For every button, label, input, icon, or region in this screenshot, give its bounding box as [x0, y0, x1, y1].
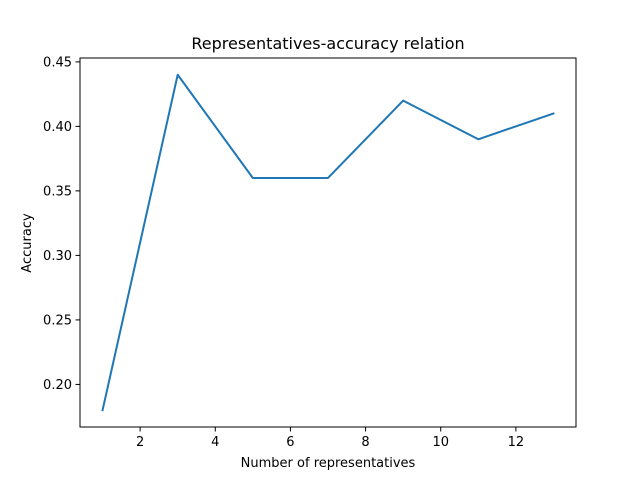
chart-title: Representatives-accuracy relation [191, 34, 464, 53]
series-layer [101, 73, 555, 412]
x-axis-label: Number of representatives [241, 456, 416, 471]
x-tick-label: 2 [136, 435, 144, 450]
x-axis: 2 4 6 8 10 12 [136, 427, 524, 450]
y-tick-label: 0.30 [43, 249, 72, 264]
x-tick-label: 8 [361, 435, 369, 450]
y-tick-label: 0.20 [43, 378, 72, 393]
y-axis: 0.20 0.25 0.30 0.35 0.40 0.45 [43, 55, 80, 393]
y-tick-label: 0.35 [43, 184, 72, 199]
x-tick-label: 4 [211, 435, 219, 450]
series-line [101, 73, 555, 412]
x-tick-label: 6 [286, 435, 294, 450]
y-tick-label: 0.45 [43, 55, 72, 70]
y-tick-label: 0.25 [43, 313, 72, 328]
axes-frame [79, 57, 577, 428]
x-tick-label: 10 [432, 435, 449, 450]
x-tick-label: 12 [508, 435, 525, 450]
plot-area [79, 57, 577, 428]
y-tick-label: 0.40 [43, 120, 72, 135]
y-axis-label: Accuracy [20, 213, 35, 273]
